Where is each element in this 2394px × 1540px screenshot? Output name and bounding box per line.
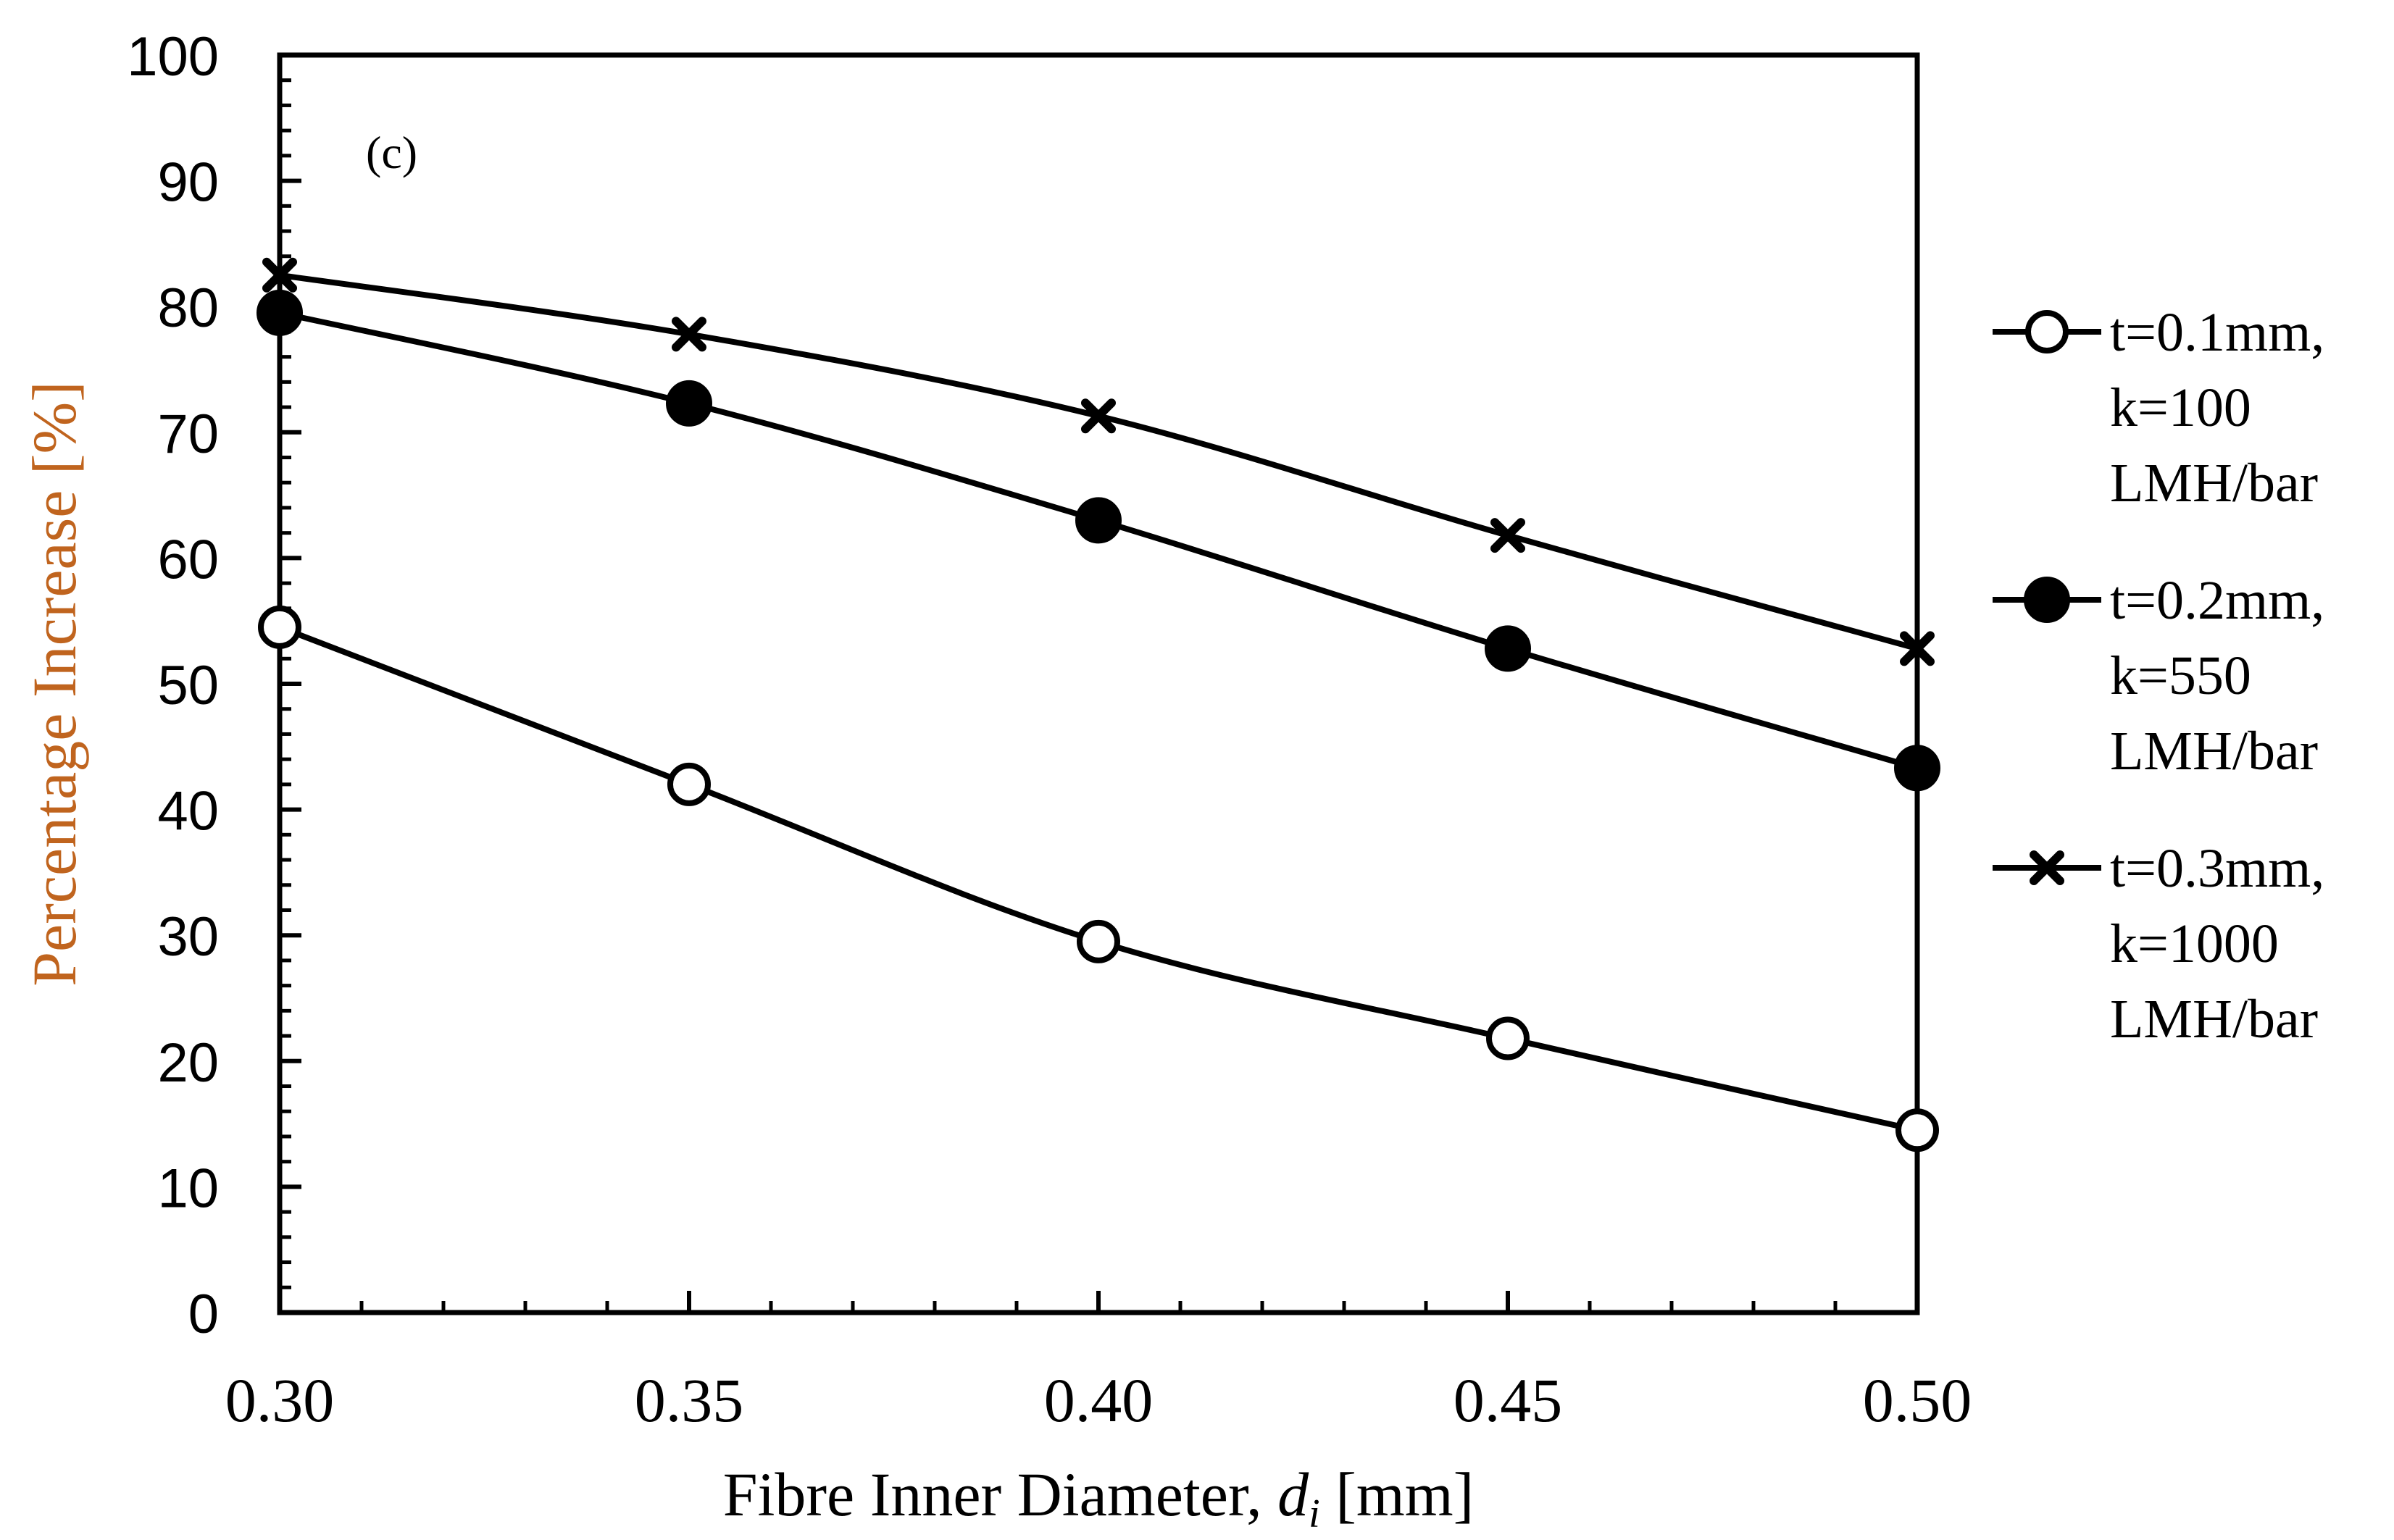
y-tick-label: 60 bbox=[157, 529, 219, 590]
legend-marker-stroke bbox=[2030, 850, 2064, 885]
data-point bbox=[672, 317, 706, 352]
x-axis-label-var: d bbox=[1277, 1460, 1309, 1529]
data-point bbox=[667, 762, 711, 806]
legend-label-line: k=100 bbox=[2110, 377, 2251, 438]
y-tick-label: 0 bbox=[188, 1284, 219, 1345]
x-tick-labels: 0.30 0.35 0.40 0.45 0.50 bbox=[225, 1365, 1972, 1435]
data-point bbox=[1081, 398, 1116, 434]
legend-item-1: t=0.1mm, k=100 LMH/bar bbox=[1993, 302, 2324, 514]
series-1 bbox=[258, 605, 1939, 1152]
x-axis-label-sub: i bbox=[1309, 1491, 1320, 1536]
y-tick-label: 40 bbox=[157, 781, 219, 842]
legend-item-3: t=0.3mm, k=1000 LMH/bar bbox=[1993, 838, 2324, 1050]
series-line bbox=[278, 624, 1918, 1134]
y-tick-labels: 0 10 20 30 40 50 60 70 80 90 100 bbox=[127, 26, 219, 1345]
x-axis-label-main: Fibre Inner Diameter, bbox=[723, 1460, 1277, 1529]
legend-label-line: k=550 bbox=[2110, 645, 2251, 706]
legend-label-line: LMH/bar bbox=[2110, 721, 2318, 782]
data-point bbox=[1895, 1108, 1939, 1152]
data-point bbox=[256, 289, 303, 336]
data-point bbox=[1486, 1016, 1530, 1060]
data-point bbox=[1900, 631, 1935, 666]
plot-frame bbox=[277, 52, 1920, 1315]
legend-item-2: t=0.2mm, k=550 LMH/bar bbox=[1993, 570, 2324, 782]
legend-label-line: t=0.3mm, bbox=[2110, 838, 2324, 899]
data-point bbox=[258, 605, 301, 649]
legend-label-line: t=0.2mm, bbox=[2110, 570, 2324, 631]
y-tick-label: 100 bbox=[127, 26, 219, 88]
panel-label: (c) bbox=[366, 127, 417, 178]
data-point-stroke bbox=[1490, 518, 1525, 553]
minor-ticks bbox=[280, 78, 1838, 1313]
legend-label-line: LMH/bar bbox=[2110, 989, 2318, 1050]
x-tick-label: 0.50 bbox=[1863, 1365, 1972, 1435]
series-3 bbox=[262, 257, 1935, 666]
legend-marker bbox=[2030, 850, 2064, 885]
data-point bbox=[1077, 919, 1120, 963]
y-tick-label: 20 bbox=[157, 1032, 219, 1094]
data-point bbox=[666, 380, 712, 427]
data-point bbox=[262, 257, 297, 293]
legend-label-line: LMH/bar bbox=[2110, 453, 2318, 514]
y-tick-label: 30 bbox=[157, 906, 219, 968]
y-tick-label: 90 bbox=[157, 152, 219, 214]
y-tick-label: 80 bbox=[157, 277, 219, 339]
major-ticks bbox=[278, 53, 1919, 1315]
data-point-stroke bbox=[1081, 398, 1116, 434]
y-tick-label: 70 bbox=[157, 403, 219, 465]
y-tick-label: 10 bbox=[157, 1158, 219, 1219]
x-tick-label: 0.35 bbox=[635, 1365, 744, 1435]
x-tick-label: 0.45 bbox=[1454, 1365, 1563, 1435]
data-point-stroke bbox=[262, 257, 297, 293]
legend-marker bbox=[2024, 577, 2070, 623]
series-2 bbox=[256, 289, 1940, 792]
data-point-stroke bbox=[672, 317, 706, 352]
x-axis-label: Fibre Inner Diameter, di [mm] bbox=[723, 1460, 1475, 1536]
data-point bbox=[1490, 518, 1525, 553]
x-tick-label: 0.30 bbox=[225, 1365, 335, 1435]
legend-label-line: k=1000 bbox=[2110, 913, 2279, 974]
y-tick-label: 50 bbox=[157, 655, 219, 716]
data-point bbox=[1485, 625, 1531, 672]
data-point bbox=[1075, 497, 1122, 544]
y-axis-label: Percentage Increase [%] bbox=[20, 381, 89, 987]
legend-marker bbox=[2025, 310, 2069, 353]
legend: t=0.1mm, k=100 LMH/bar t=0.2mm, k=550 LMH/bar… bbox=[1993, 302, 2324, 1050]
series-layer bbox=[256, 257, 1940, 1152]
data-point bbox=[1894, 745, 1940, 792]
legend-label-line: t=0.1mm, bbox=[2110, 302, 2324, 363]
x-tick-label: 0.40 bbox=[1044, 1365, 1154, 1435]
data-point-stroke bbox=[1900, 631, 1935, 666]
series-line bbox=[279, 272, 1919, 652]
x-axis-label-unit: [mm] bbox=[1320, 1460, 1475, 1529]
